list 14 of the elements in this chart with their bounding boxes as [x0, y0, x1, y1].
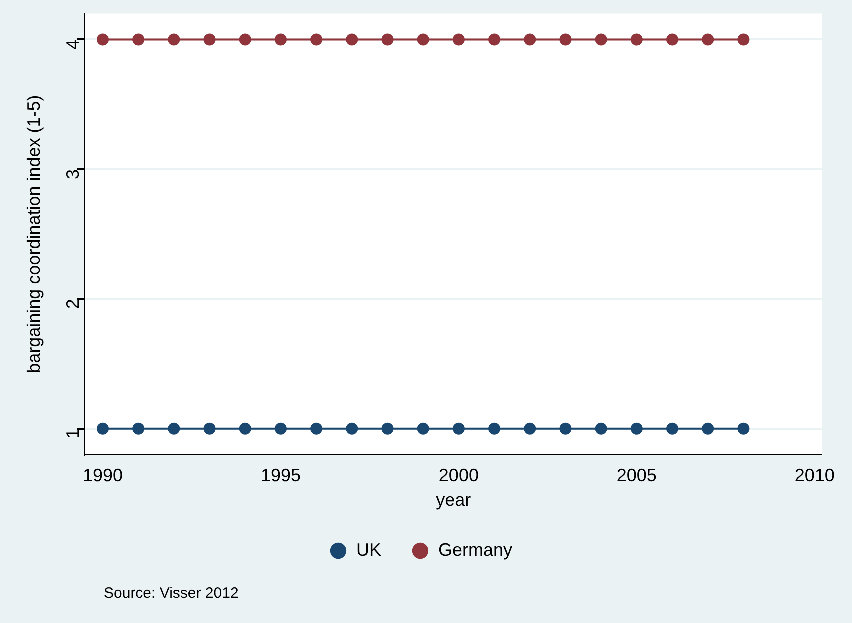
legend-label: UK: [356, 540, 382, 560]
x-tick-label: 2000: [438, 466, 479, 486]
y-tick-label: 1: [63, 428, 84, 439]
y-tick-label: 2: [63, 299, 84, 310]
x-tick-label: 1995: [260, 466, 301, 486]
legend-label: Germany: [438, 540, 513, 560]
x-tick-label: 1990: [82, 466, 124, 486]
x-tick-label: 2010: [794, 466, 835, 486]
y-tick-label: 3: [63, 169, 84, 180]
source-note: Source: Visser 2012: [104, 585, 239, 602]
x-axis-title: year: [436, 490, 472, 510]
y-tick-label: 4: [63, 40, 84, 50]
y-axis-title: bargaining coordination index (1-5): [24, 95, 44, 374]
x-tick-label: 2005: [616, 466, 657, 486]
